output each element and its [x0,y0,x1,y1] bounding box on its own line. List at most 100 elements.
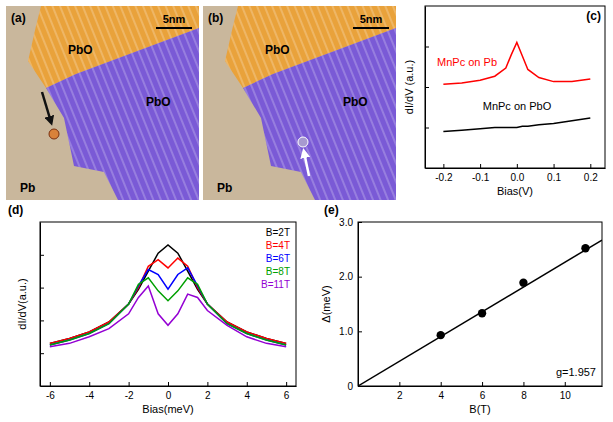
region-label: Pb [20,181,35,195]
tick-mark [358,386,362,387]
arrow [304,152,309,176]
axis-line [358,223,359,387]
scale-bar [353,27,389,29]
y-axis-title: dI/dV(a.u.) [16,278,28,329]
tick-mark [89,382,90,386]
tick-mark [554,164,555,168]
tick: 4 [244,382,250,401]
series-label: MnPc on Pb [437,56,497,68]
tick: 0.2 [584,164,598,183]
scale-bar-label: 5nm [163,13,186,25]
tick-label: 6 [480,390,486,401]
x-axis: -0.2-0.10.00.10.2 [426,164,606,183]
y-axis-title: dI/dV (a.u.) [403,60,415,114]
tick-mark [40,353,44,354]
tick-mark [40,288,44,289]
arrow [42,92,51,122]
axis-line [41,386,297,387]
tick: -6 [46,382,55,401]
y-axis-title: Δ(meV) [320,285,332,322]
panel-label: (a) [11,11,26,25]
region-label: PbO [146,95,171,109]
y-axis: 0 1.0 2.0 3.0 [339,217,362,392]
tick-mark [40,320,44,321]
tick-label: -0.2 [435,172,453,183]
panel-label: (b) [208,11,223,25]
tick-mark [129,382,130,386]
panel-label: (e) [324,203,339,217]
tick [40,320,44,321]
legend-entry: B=8T [266,266,290,277]
tick-mark [358,331,362,332]
tick: -0.2 [435,164,453,183]
pbo-island [46,28,199,200]
chart-panel: 2 4 6 8 10 0 1.0 2.0 3.0 B(T) Δ(meV) (e) g=1.957 [320,203,603,415]
tick-label: 3.0 [339,217,353,228]
tick-label: 1.0 [339,326,353,337]
pbo-texture [46,28,199,200]
x-axis-title: B(T) [469,403,490,415]
legend-entry: B=11T [261,279,290,290]
tick: 0 [166,382,172,401]
scale-bar-label: 5nm [360,13,383,25]
tick-label: 2 [397,390,403,401]
axis-line [359,386,603,387]
molecule [49,129,59,139]
tick [425,87,429,88]
tick-label: 10 [560,390,572,401]
pb-surface [203,6,396,200]
tick: 10 [560,382,572,401]
tick-mark [399,382,400,386]
tick-mark [358,277,362,278]
pb-surface [6,6,199,200]
plot-frame [425,6,605,168]
pbo-island [243,28,396,200]
legend-entry: B=4T [266,240,290,251]
plot-frame [40,222,296,386]
annotation: g=1.957 [556,366,596,378]
tick: -4 [85,382,94,401]
tick-label: -4 [85,390,94,401]
figure: 5nm(a)PbOPbOPb5nm(b)PbOPbOPb-0.2-0.10.00… [0,0,613,422]
tick-label: 0.2 [584,172,598,183]
tick: 2 [205,382,211,401]
tick: 3.0 [339,217,362,228]
tick-mark [590,164,591,168]
tick-mark [441,382,442,386]
y-axis [425,7,429,169]
tick: 0.0 [510,164,524,183]
tick-label: 0 [166,390,172,401]
axis-line [426,168,606,169]
molecule [298,137,308,147]
stm-image: 5nm(b)PbOPbOPb [203,6,396,200]
tick-mark [358,222,362,223]
x-axis-title: Bias(meV) [142,403,193,415]
tick-mark [286,382,287,386]
data-line [50,245,286,343]
tick: 2 [397,382,403,401]
plot-marks [50,245,286,347]
tick: 2.0 [339,271,362,282]
tick: 4 [438,382,444,401]
tick: 6 [284,382,290,401]
tick: 1.0 [339,326,362,337]
data-line [443,118,590,132]
tick-label: -6 [46,390,55,401]
tick: 0 [347,381,362,392]
tick-mark [207,382,208,386]
tick [425,128,429,129]
region-label: PbO [68,43,93,57]
tick-label: 0 [347,381,353,392]
region-label: PbO [265,43,290,57]
data-line [50,268,286,345]
data-line [358,240,602,386]
tick-label: 2 [205,390,211,401]
tick-mark [480,164,481,168]
y-axis [40,223,44,387]
tick: -2 [125,382,134,401]
legend: B=2TB=4TB=6TB=8TB=11T [261,227,290,290]
tick-mark [523,382,524,386]
tick-label: 8 [521,390,527,401]
panel-label: (c) [586,9,601,23]
tick-label: -2 [125,390,134,401]
